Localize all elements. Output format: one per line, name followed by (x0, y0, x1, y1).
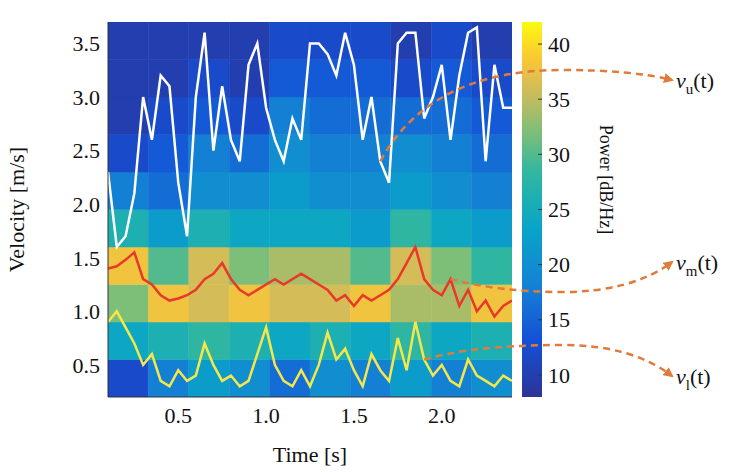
svg-text:2.0: 2.0 (73, 192, 101, 217)
svg-text:vu(t): vu(t) (676, 68, 714, 97)
svg-text:1.0: 1.0 (73, 299, 101, 324)
svg-text:vm(t): vm(t) (676, 250, 718, 279)
svg-text:2.5: 2.5 (73, 138, 101, 163)
svg-text:3.0: 3.0 (73, 85, 101, 110)
svg-text:0.5: 0.5 (165, 403, 193, 428)
svg-text:1.5: 1.5 (73, 246, 101, 271)
svg-text:Power [dB/Hz]: Power [dB/Hz] (596, 125, 616, 234)
svg-text:35: 35 (548, 87, 570, 112)
svg-text:15: 15 (548, 307, 570, 332)
svg-text:Velocity [m/s]: Velocity [m/s] (4, 147, 29, 272)
svg-text:2.0: 2.0 (428, 403, 456, 428)
svg-text:20: 20 (548, 252, 570, 277)
svg-text:Time [s]: Time [s] (273, 442, 347, 467)
svg-text:3.5: 3.5 (73, 31, 101, 56)
svg-text:vl(t): vl(t) (676, 364, 711, 393)
svg-text:1.0: 1.0 (252, 403, 280, 428)
svg-text:10: 10 (548, 363, 570, 388)
svg-text:25: 25 (548, 197, 570, 222)
svg-text:0.5: 0.5 (73, 353, 101, 378)
svg-text:40: 40 (548, 32, 570, 57)
svg-text:1.5: 1.5 (340, 403, 368, 428)
svg-text:30: 30 (548, 142, 570, 167)
